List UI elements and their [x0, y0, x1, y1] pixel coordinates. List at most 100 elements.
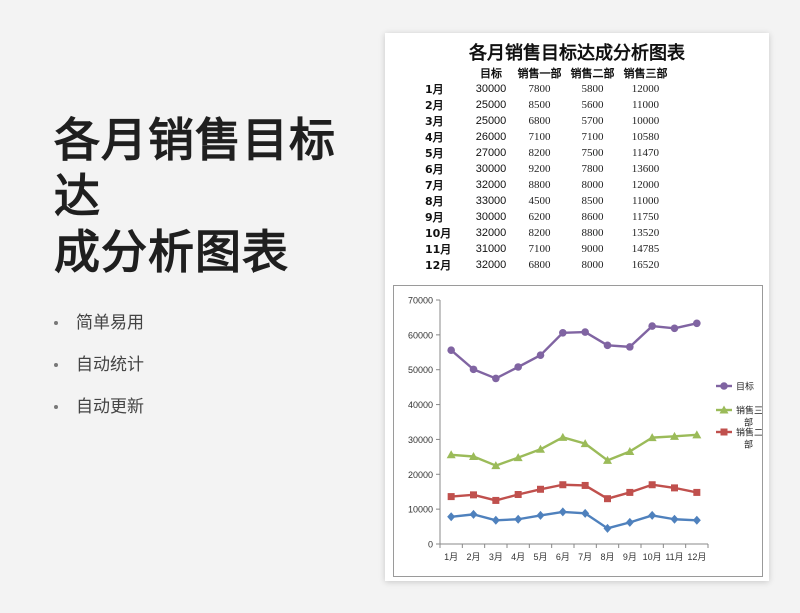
cell-target: 33000 — [475, 195, 507, 207]
data-point — [625, 517, 634, 527]
data-point — [692, 515, 701, 525]
data-point — [670, 514, 679, 524]
feature-item: 自动统计 — [50, 350, 144, 392]
cell-dept1: 9200 — [528, 163, 551, 175]
data-point — [603, 455, 612, 464]
cell-dept1: 8800 — [528, 179, 551, 191]
data-point — [513, 453, 523, 462]
cell-target: 25000 — [475, 115, 507, 127]
data-point — [670, 324, 679, 333]
table-row: 8月 33000 4500 8500 11000 — [425, 193, 672, 209]
cell-target: 27000 — [475, 147, 507, 159]
data-point — [536, 510, 545, 520]
feature-item: 简单易用 — [50, 308, 144, 350]
data-point — [558, 432, 568, 441]
header-dept1: 销售一部 — [517, 67, 562, 80]
cell-dept3: 10000 — [631, 115, 660, 127]
cell-month: 9月 — [425, 211, 444, 224]
data-point — [469, 509, 478, 519]
data-point — [514, 514, 523, 524]
cell-target: 26000 — [475, 131, 507, 143]
cell-target: 30000 — [475, 83, 507, 95]
cell-dept3: 11000 — [631, 195, 660, 207]
data-point — [491, 515, 500, 525]
data-point — [626, 488, 634, 496]
table-row: 1月 30000 7800 5800 12000 — [425, 81, 672, 97]
cell-dept2: 8600 — [581, 211, 604, 223]
feature-item: 自动更新 — [50, 392, 144, 434]
data-point — [491, 461, 501, 470]
data-point — [603, 341, 612, 350]
cell-month: 12月 — [425, 259, 452, 272]
cell-dept3: 11000 — [631, 99, 660, 111]
legend-label: 目标 — [736, 381, 754, 392]
data-point — [447, 346, 455, 354]
legend-label: 销售三部 — [736, 405, 762, 428]
data-point — [559, 328, 567, 337]
spreadsheet-preview: 各月销售目标达成分析图表 目标 销售一部 销售二部 销售三部 1月 30000 78… — [385, 33, 769, 581]
cell-dept1: 7800 — [528, 83, 551, 95]
data-point — [537, 485, 544, 493]
cell-dept2: 8000 — [581, 259, 604, 271]
cell-dept3: 12000 — [631, 179, 660, 191]
cell-dept1: 6200 — [528, 211, 551, 223]
cell-dept3: 13520 — [631, 227, 660, 239]
x-tick-label: 1月 — [444, 552, 458, 562]
cell-dept1: 8200 — [528, 147, 551, 159]
cell-dept1: 6800 — [528, 115, 551, 127]
data-point — [648, 322, 656, 330]
cell-dept1: 8200 — [528, 227, 551, 239]
cell-month: 5月 — [425, 147, 444, 160]
table-row: 10月 32000 8200 8800 13520 — [425, 225, 672, 241]
bullet-icon — [54, 321, 58, 325]
series-line-0 — [451, 510, 697, 530]
cell-dept3: 16520 — [631, 259, 660, 271]
data-point — [470, 491, 477, 499]
data-point — [692, 430, 702, 439]
cell-dept2: 8500 — [581, 195, 604, 207]
data-point — [693, 319, 701, 328]
cell-month: 3月 — [425, 115, 444, 128]
data-point — [581, 508, 590, 518]
series-line-2 — [451, 433, 697, 467]
cell-month: 2月 — [425, 99, 444, 112]
cell-dept2: 5800 — [581, 83, 604, 95]
cell-dept3: 14785 — [631, 243, 660, 255]
y-tick-label: 40000 — [408, 400, 433, 410]
cell-dept1: 7100 — [528, 243, 551, 255]
data-point — [514, 363, 522, 371]
cell-dept3: 12000 — [631, 83, 660, 95]
y-tick-label: 70000 — [408, 296, 433, 306]
x-tick-label: 2月 — [466, 552, 480, 562]
table-row: 9月 30000 6200 8600 11750 — [425, 209, 672, 225]
cell-target: 32000 — [475, 259, 507, 271]
legend-marker — [719, 405, 729, 414]
table-body: 1月 30000 7800 5800 12000 2月 25000 8500 5600 11000… — [425, 81, 672, 273]
y-tick-label: 60000 — [408, 330, 433, 340]
cell-month: 7月 — [425, 179, 444, 192]
data-point — [514, 491, 522, 499]
cell-target: 32000 — [475, 179, 507, 191]
x-tick-label: 9月 — [623, 552, 637, 562]
feature-list: 简单易用 自动统计 自动更新 — [50, 308, 144, 434]
data-point — [536, 351, 545, 359]
data-point — [469, 365, 478, 374]
cell-dept2: 7100 — [581, 131, 604, 143]
data-point — [492, 374, 500, 383]
x-tick-label: 6月 — [556, 552, 570, 562]
header-month — [425, 65, 469, 81]
table-row: 7月 32000 8800 8000 12000 — [425, 177, 672, 193]
table-header-row: 目标 销售一部 销售二部 销售三部 — [425, 65, 672, 81]
y-tick-label: 50000 — [408, 365, 433, 375]
series-line-1 — [451, 483, 698, 502]
series-line-3 — [450, 322, 698, 380]
data-point — [447, 512, 456, 522]
hero-title-line1: 各月销售目标达 — [54, 113, 336, 223]
y-tick-label: 10000 — [408, 505, 433, 515]
data-point — [559, 481, 567, 489]
data-point — [558, 507, 567, 517]
table-row: 12月 32000 6800 8000 16520 — [425, 257, 672, 273]
data-point — [693, 488, 701, 496]
cell-target: 31000 — [475, 243, 507, 255]
table-row: 4月 26000 7100 7100 10580 — [425, 129, 672, 145]
